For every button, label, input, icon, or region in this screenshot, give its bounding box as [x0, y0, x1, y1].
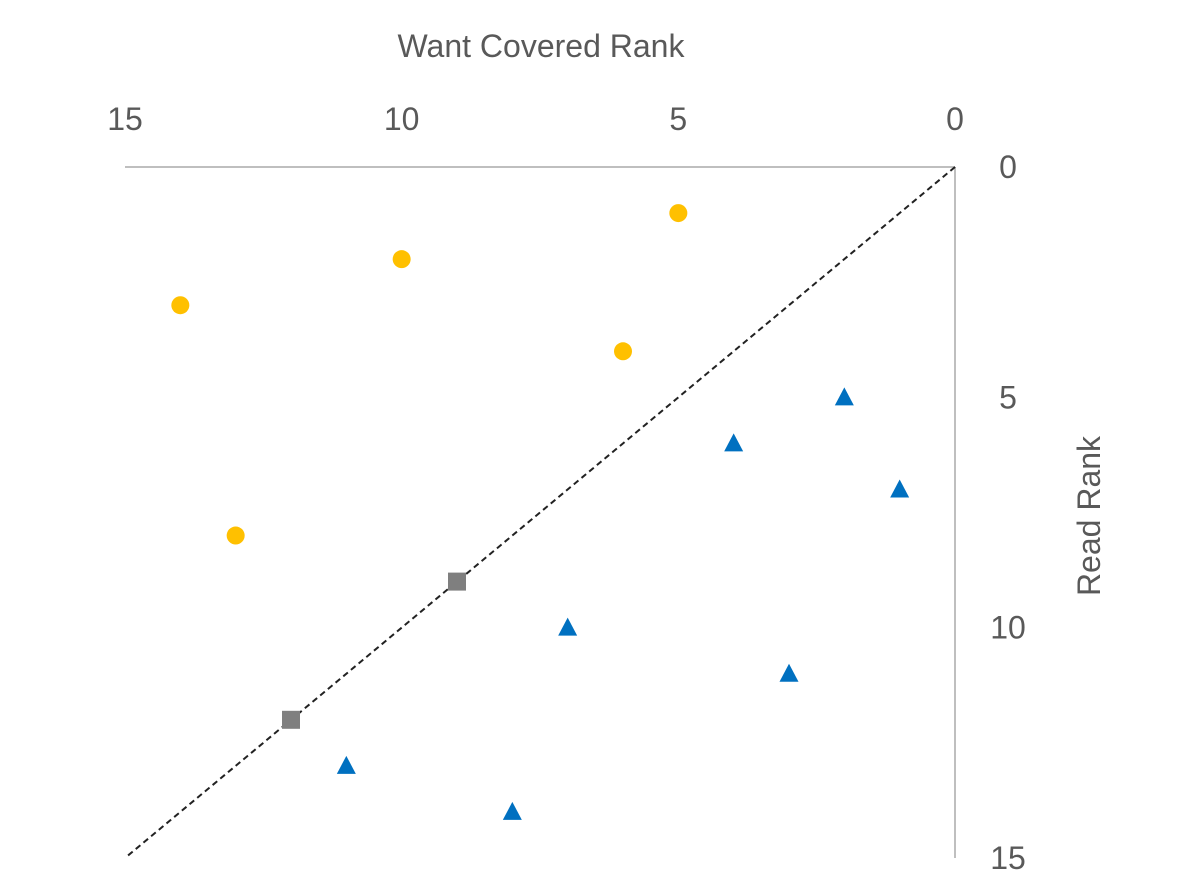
data-point-circle — [171, 296, 190, 315]
labels-layer: Want Covered Rank Read Rank — [398, 28, 1107, 596]
axes-layer: 15 10 5 00 5 10 15 — [107, 101, 1026, 876]
x-tick-label: 15 — [107, 101, 143, 137]
data-point-triangle — [724, 433, 744, 452]
data-point-triangle — [502, 801, 522, 820]
data-point-circle — [669, 204, 688, 223]
x-axis-title: Want Covered Rank — [398, 28, 686, 64]
y-axis-title: Read Rank — [1071, 435, 1107, 596]
data-point-triangle — [558, 617, 578, 636]
y-tick-label: 10 — [990, 610, 1026, 646]
reference-diagonal-line — [124, 166, 956, 859]
data-point-triangle — [779, 663, 799, 682]
data-point-circle — [226, 526, 245, 545]
data-point-circle — [614, 342, 632, 361]
data-point-square — [282, 710, 300, 729]
x-tick-label: 10 — [384, 101, 420, 137]
data-point-triangle — [890, 479, 910, 498]
y-tick-label: 0 — [999, 149, 1017, 185]
data-point-square — [448, 572, 466, 591]
reference-line-layer — [124, 166, 956, 859]
data-points-layer — [171, 204, 910, 820]
data-point-circle — [392, 250, 411, 269]
x-tick-label: 5 — [669, 101, 687, 137]
y-tick-label: 15 — [990, 840, 1026, 876]
data-point-triangle — [336, 755, 356, 774]
data-point-triangle — [834, 387, 854, 406]
x-tick-label: 0 — [946, 101, 964, 137]
y-tick-label: 5 — [999, 379, 1017, 415]
